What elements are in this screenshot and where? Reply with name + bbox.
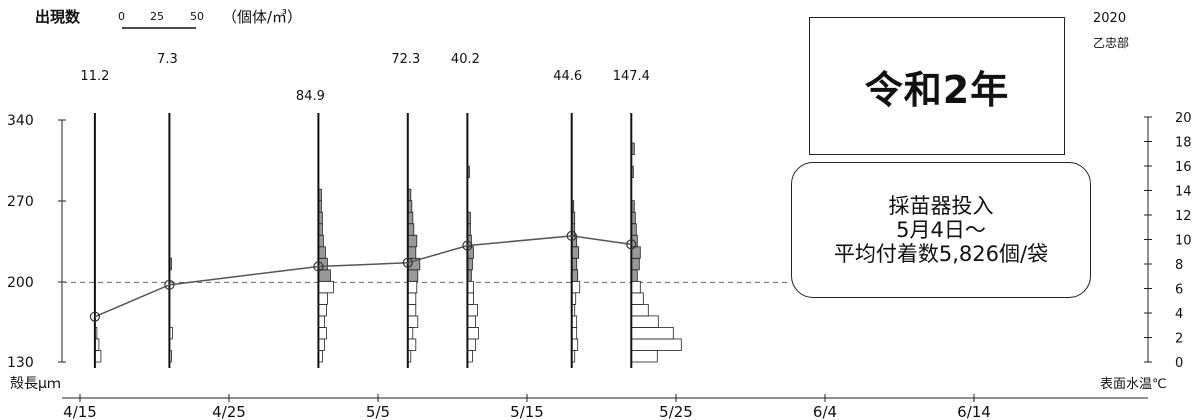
x-tick-label: 4/25	[212, 403, 246, 420]
right-tick-label: 18	[1175, 136, 1192, 151]
left-axis-label: 殻長μｍ	[10, 376, 61, 392]
right-tick-label: 0	[1175, 356, 1183, 371]
size-histogram-bar	[317, 327, 327, 340]
size-histogram-bar	[407, 234, 418, 248]
x-tick-label: 5/15	[510, 403, 544, 420]
note-line-3: 平均付着数5,826個/袋	[833, 242, 1049, 266]
size-histogram-bar	[630, 315, 659, 328]
right-tick-label: 2	[1175, 332, 1183, 347]
right-axis-label: 表面水温℃	[1100, 377, 1167, 392]
water-temperature-point	[402, 257, 413, 268]
year-label: 2020	[1093, 11, 1126, 26]
total-abundance-label: 11.2	[80, 69, 109, 84]
size-histogram-bar	[317, 303, 327, 317]
left-tick-label: 340	[7, 113, 34, 129]
total-abundance-label: 72.3	[391, 52, 420, 67]
size-histogram-bar	[407, 315, 419, 328]
header-label: 出現数	[35, 8, 81, 26]
size-histogram-bar	[317, 280, 334, 294]
total-abundance-label: 84.9	[296, 89, 325, 104]
size-histogram-bar	[466, 315, 476, 328]
scale-tick-label: 0	[118, 10, 125, 23]
right-tick-label: 6	[1175, 283, 1183, 298]
size-histogram-bar	[407, 292, 417, 305]
size-histogram-bar	[466, 327, 479, 340]
x-tick-label: 6/4	[813, 403, 837, 420]
x-tick-label: 5/5	[366, 403, 390, 420]
size-histogram-bar	[630, 338, 682, 351]
size-histogram-bar	[317, 246, 326, 259]
chart-title: 令和2年	[864, 67, 1010, 112]
water-temperature-point	[89, 311, 101, 322]
size-histogram-bar	[630, 303, 649, 317]
total-abundance-label: 40.2	[451, 52, 480, 67]
right-tick-label: 14	[1175, 185, 1192, 200]
right-tick-label: 10	[1175, 234, 1192, 249]
size-histogram-bar	[630, 350, 658, 363]
scale-unit: （個体/㎥）	[222, 8, 302, 26]
size-histogram-bar	[407, 246, 417, 259]
note-box: 採苗器投入 5月4日～ 平均付着数5,826個/袋	[791, 162, 1091, 298]
left-tick-label: 130	[7, 355, 34, 371]
water-temperature-point	[313, 261, 324, 272]
size-histogram-bar	[630, 257, 640, 271]
size-histogram-bar	[630, 327, 674, 340]
size-histogram-bar	[407, 280, 418, 294]
size-histogram-bar	[571, 280, 581, 294]
size-histogram-bar	[407, 303, 417, 317]
scale-tick-label: 50	[190, 10, 204, 23]
size-histogram-bar	[407, 269, 419, 282]
scale-tick-label: 25	[150, 10, 164, 23]
size-histogram-bar	[317, 292, 328, 305]
right-tick-label: 8	[1175, 258, 1183, 273]
note-line-2: 5月4日～	[896, 218, 986, 242]
right-tick-label: 16	[1175, 160, 1192, 175]
size-histogram-bar	[571, 246, 580, 259]
size-histogram-bar	[630, 280, 641, 294]
right-tick-label: 20	[1175, 111, 1192, 126]
left-tick-label: 270	[7, 194, 34, 210]
title-box: 令和2年	[809, 17, 1065, 155]
left-tick-label: 200	[7, 275, 34, 291]
total-abundance-label: 7.3	[157, 52, 178, 67]
size-histogram-bar	[466, 338, 476, 351]
note-line-1: 採苗器投入	[888, 194, 994, 218]
water-temperature-line	[94, 235, 632, 318]
size-histogram-bar	[630, 292, 644, 305]
right-tick-label: 4	[1175, 307, 1183, 322]
size-histogram-bar	[407, 338, 417, 351]
x-tick-label: 4/15	[63, 403, 97, 420]
station-label: 乙忠部	[1093, 35, 1129, 50]
water-temperature-point	[462, 240, 473, 251]
total-abundance-label: 147.4	[613, 69, 650, 84]
x-tick-label: 6/14	[957, 403, 991, 420]
right-tick-label: 12	[1175, 209, 1192, 224]
water-temperature-point	[626, 239, 637, 250]
size-histogram-bar	[466, 303, 478, 317]
size-histogram-bar	[317, 269, 331, 282]
x-tick-label: 5/25	[659, 403, 693, 420]
total-abundance-label: 44.6	[553, 69, 582, 84]
water-temperature-point	[164, 279, 175, 290]
water-temperature-point	[566, 230, 577, 241]
